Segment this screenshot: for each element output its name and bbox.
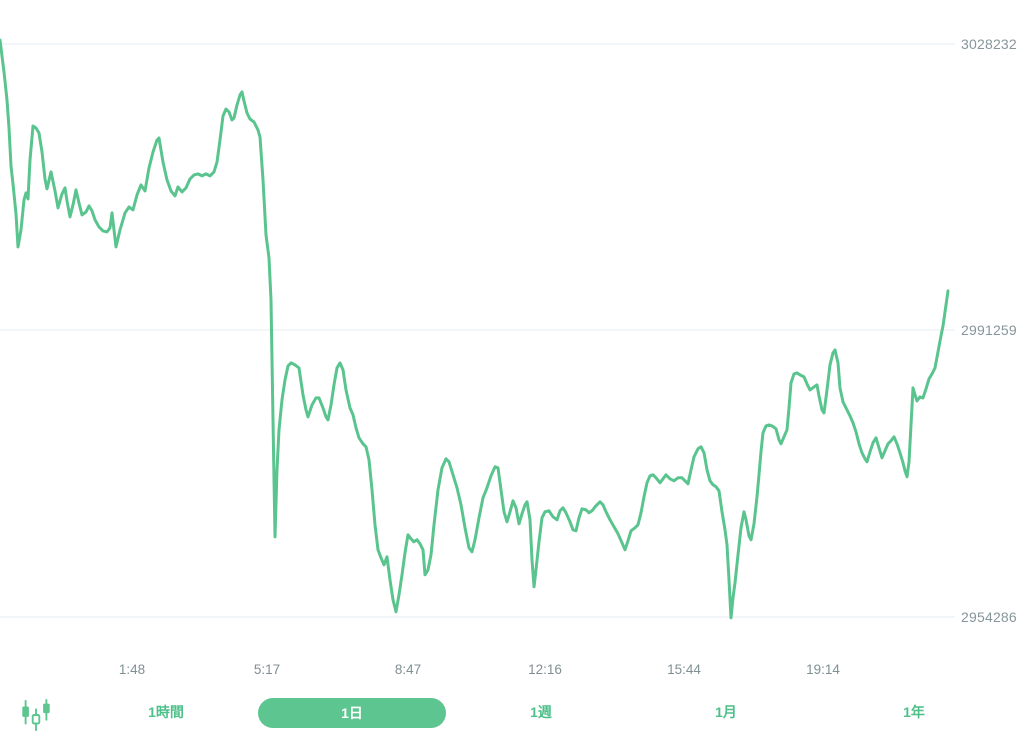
y-axis-label: 3028232	[961, 36, 1017, 52]
y-axis-label: 2991259	[961, 322, 1017, 338]
range-button-1week[interactable]: 1週	[530, 704, 552, 720]
price-line	[0, 38, 950, 620]
x-axis-label: 1:48	[118, 662, 146, 677]
x-axis-label: 15:44	[667, 662, 701, 677]
y-axis-label: 2954286	[961, 609, 1017, 625]
x-axis-label: 8:47	[394, 662, 422, 677]
range-button-1hour[interactable]: 1時間	[148, 704, 184, 720]
x-axis-label: 12:16	[528, 662, 562, 677]
range-button-1month[interactable]: 1月	[715, 704, 737, 720]
price-line-chart[interactable]	[0, 0, 1024, 660]
chart-range-toolbar: 1時間 1日 1週 1月 1年	[0, 696, 1024, 734]
x-axis-label: 5:17	[253, 662, 281, 677]
range-button-1day[interactable]: 1日	[258, 698, 446, 728]
x-axis-label: 19:14	[806, 662, 840, 677]
range-button-1year[interactable]: 1年	[903, 704, 925, 720]
candlestick-toggle-button[interactable]	[17, 697, 55, 733]
candlestick-chart-icon	[22, 698, 50, 732]
